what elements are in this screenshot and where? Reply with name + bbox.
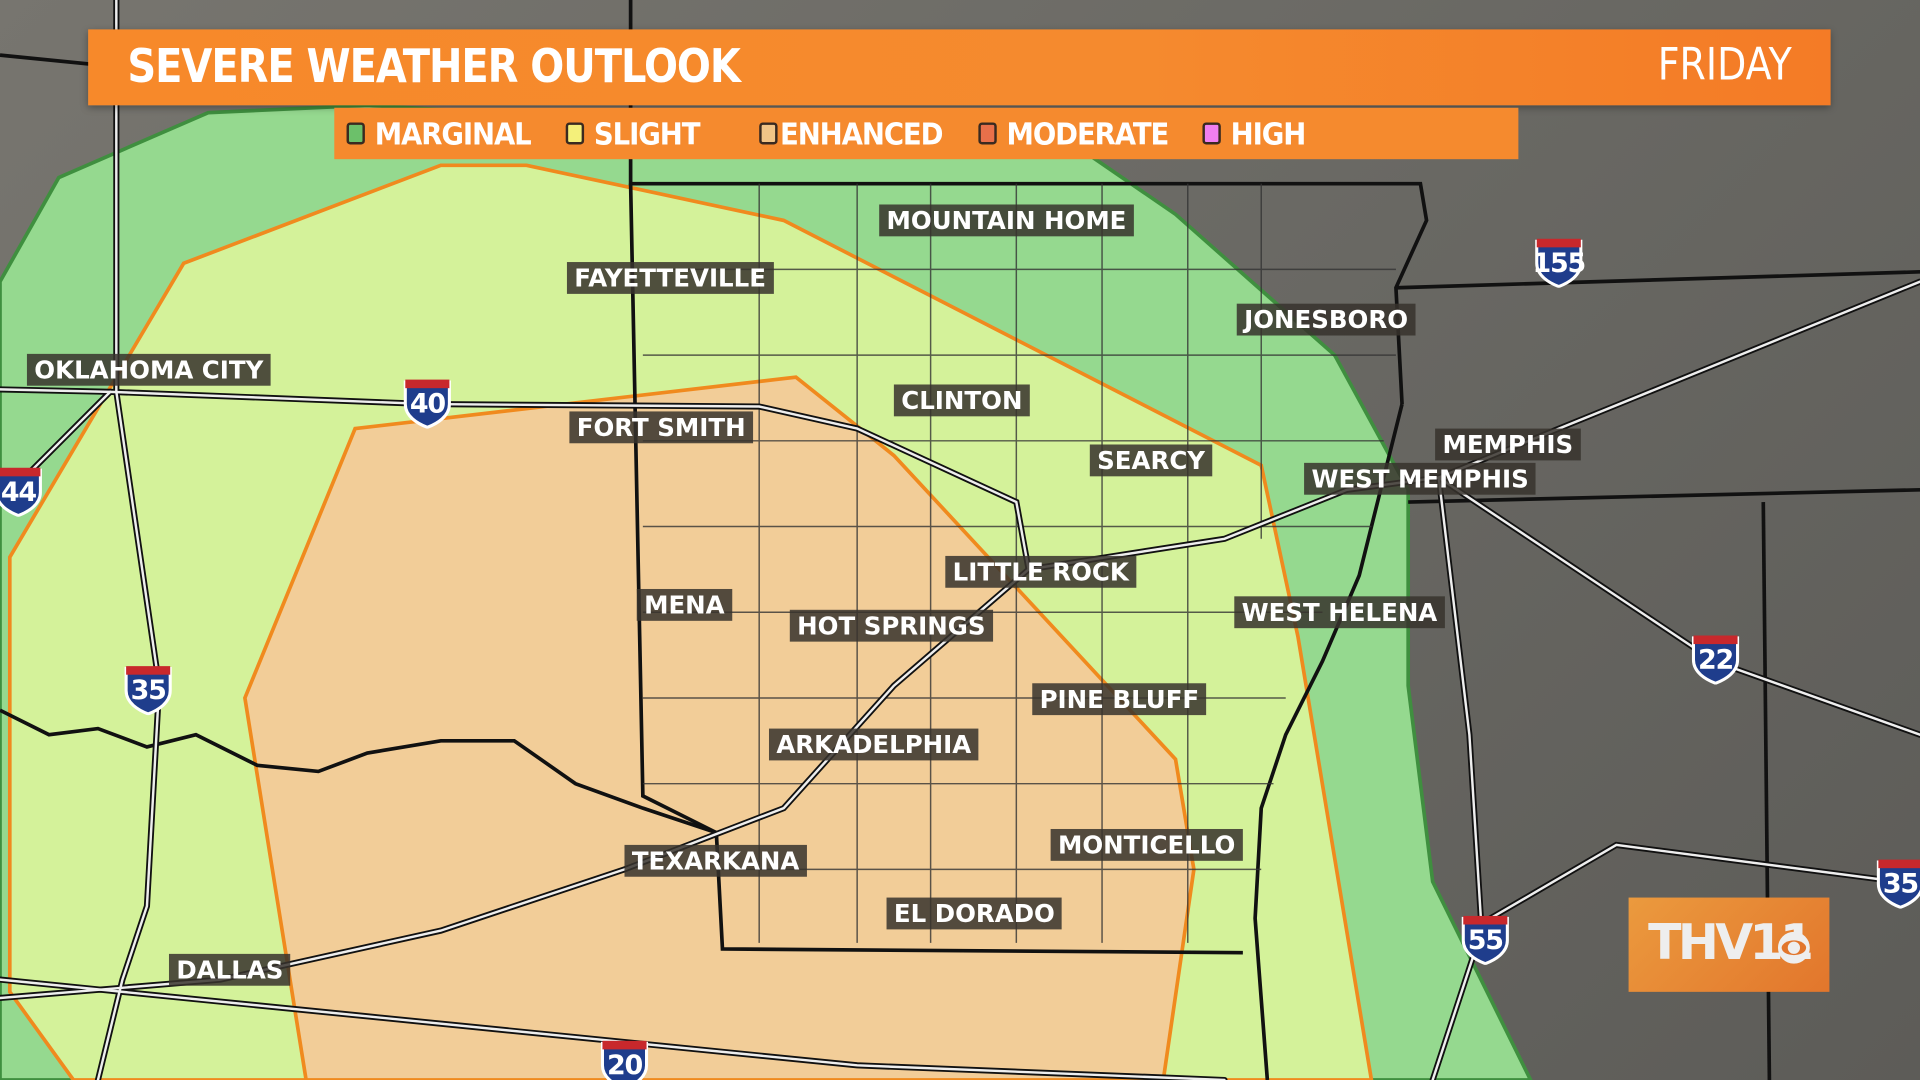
city-label: TEXARKANA: [624, 844, 807, 877]
city-label: OKLAHOMA CITY: [26, 353, 271, 386]
interstate-shield-icon: 35: [121, 661, 175, 716]
city-label: JONESBORO: [1236, 303, 1416, 336]
legend-item-moderate: MODERATE: [977, 116, 1186, 151]
interstate-shield-icon: 44: [0, 463, 45, 518]
interstate-shield-icon: 20: [598, 1036, 652, 1080]
city-label: SEARCY: [1089, 444, 1213, 477]
city-label: PINE BLUFF: [1032, 683, 1207, 716]
slight-swatch: [565, 122, 584, 145]
interstate-shield-icon: 155: [1532, 234, 1586, 289]
high-swatch: [1202, 122, 1222, 145]
city-label: ARKADELPHIA: [768, 728, 979, 761]
interstate-shield-icon: 35: [1873, 855, 1920, 909]
city-label: MENA: [636, 588, 732, 621]
marginal-swatch: [346, 122, 365, 145]
interstate-shield-icon: 22: [1689, 631, 1743, 685]
city-label: WEST MEMPHIS: [1304, 462, 1537, 495]
moderate-swatch: [977, 122, 997, 145]
legend-item-marginal: MARGINAL: [346, 116, 548, 151]
city-label: MONTICELLO: [1050, 828, 1243, 861]
legend-item-slight: SLIGHT: [565, 116, 710, 151]
risk-legend: MARGINAL SLIGHT ENHANCED MODERATE HIGH: [334, 107, 1519, 160]
enhanced-swatch: [759, 122, 778, 145]
page-title: SEVERE WEATHER OUTLOOK: [127, 39, 741, 94]
forecast-day: FRIDAY: [1657, 40, 1792, 91]
city-label: MOUNTAIN HOME: [879, 204, 1134, 237]
title-bar: SEVERE WEATHER OUTLOOK FRIDAY: [88, 29, 1831, 106]
city-label: WEST HELENA: [1234, 596, 1445, 629]
thv11-cbs-logo: THV11: [1628, 897, 1830, 992]
city-label: HOT SPRINGS: [789, 609, 993, 642]
city-label: FORT SMITH: [569, 411, 753, 444]
city-label: LITTLE ROCK: [945, 555, 1137, 588]
city-label: EL DORADO: [886, 897, 1063, 930]
city-label: CLINTON: [893, 384, 1030, 417]
legend-item-high: HIGH: [1202, 116, 1314, 151]
interstate-shield-icon: 40: [400, 375, 454, 429]
city-label: DALLAS: [168, 953, 291, 986]
city-label: MEMPHIS: [1435, 428, 1581, 461]
interstate-shield-icon: 55: [1458, 911, 1512, 966]
legend-item-enhanced: ENHANCED: [759, 116, 960, 151]
cbs-eye-icon: [1777, 931, 1810, 964]
city-label: FAYETTEVILLE: [566, 262, 774, 294]
